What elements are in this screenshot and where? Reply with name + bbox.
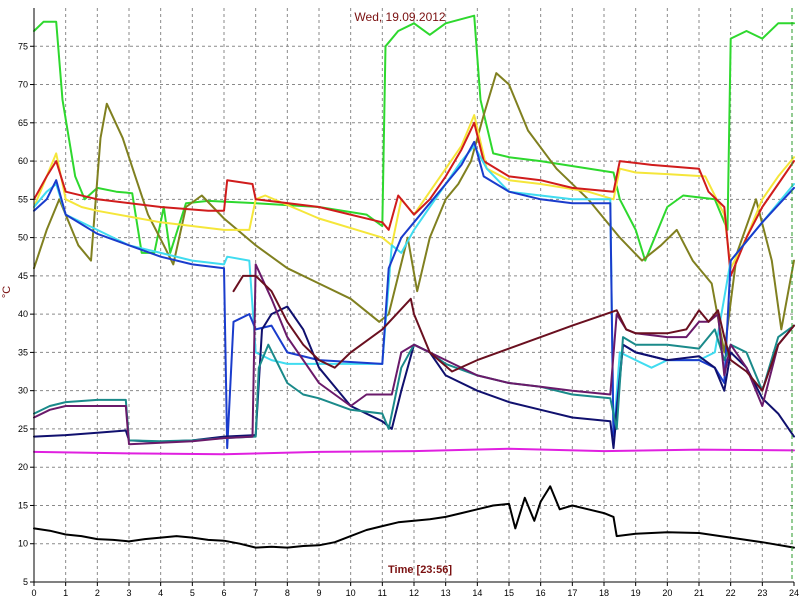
x-tick-label: 21: [694, 588, 704, 598]
y-tick-label: 25: [18, 424, 28, 434]
y-tick-label: 60: [18, 156, 28, 166]
x-tick-label: 19: [631, 588, 641, 598]
series-line-2: [33, 72, 795, 354]
y-axis-title: °C: [1, 286, 13, 298]
y-tick-label: 10: [18, 539, 28, 549]
y-tick-label: 75: [18, 41, 28, 51]
y-tick-label: 65: [18, 118, 28, 128]
x-tick-label: 9: [316, 588, 321, 598]
x-tick-label: 5: [190, 588, 195, 598]
x-tick-label: 14: [472, 588, 482, 598]
series-line-12: [33, 485, 795, 549]
series-line-5: [33, 144, 795, 438]
x-tick-label: 7: [253, 588, 258, 598]
x-tick-label: 4: [158, 588, 163, 598]
x-tick-label: 20: [662, 588, 672, 598]
x-axis-title: Time [23:56]: [388, 564, 452, 576]
x-tick-label: 11: [378, 588, 387, 598]
y-tick-label: 50: [18, 233, 28, 243]
series-line-4: [33, 121, 795, 277]
x-tick-label: 23: [757, 588, 767, 598]
x-tick-label: 1: [63, 588, 68, 598]
x-tick-label: 0: [31, 588, 36, 598]
chart-title: Wed, 19.09.2012: [354, 10, 446, 24]
x-tick-label: 17: [567, 588, 577, 598]
y-tick-label: 20: [18, 462, 28, 472]
y-tick-label: 35: [18, 347, 28, 357]
series-line-3: [33, 114, 795, 270]
y-tick-label: 30: [18, 386, 28, 396]
series-line-11: [33, 447, 795, 456]
y-tick-label: 15: [18, 500, 28, 510]
x-tick-label: 12: [409, 588, 419, 598]
x-tick-label: 10: [346, 588, 356, 598]
y-tick-label: 40: [18, 309, 28, 319]
y-tick-label: 45: [18, 271, 28, 281]
y-tick-label: 55: [18, 194, 28, 204]
x-tick-label: 2: [95, 588, 100, 598]
series-line-10: [232, 274, 795, 392]
series-line-1: [33, 14, 795, 262]
x-tick-label: 8: [285, 588, 290, 598]
series-group: [33, 14, 795, 549]
x-tick-label: 16: [536, 588, 546, 598]
x-tick-label: 3: [126, 588, 131, 598]
x-tick-label: 18: [599, 588, 609, 598]
x-tick-label: 24: [789, 588, 799, 598]
axes: 0 1 2 3 4 5 6 7 8 9 10 11 12 13 14 15 16 17 18 19 20 21 22 23 24…: [18, 8, 799, 598]
x-tick-label: 22: [726, 588, 736, 598]
x-tick-label: 15: [504, 588, 514, 598]
x-tick-label: 13: [441, 588, 451, 598]
x-tick-label: 6: [221, 588, 226, 598]
y-tick-label: 5: [23, 577, 28, 587]
y-tick-label: 70: [18, 80, 28, 90]
